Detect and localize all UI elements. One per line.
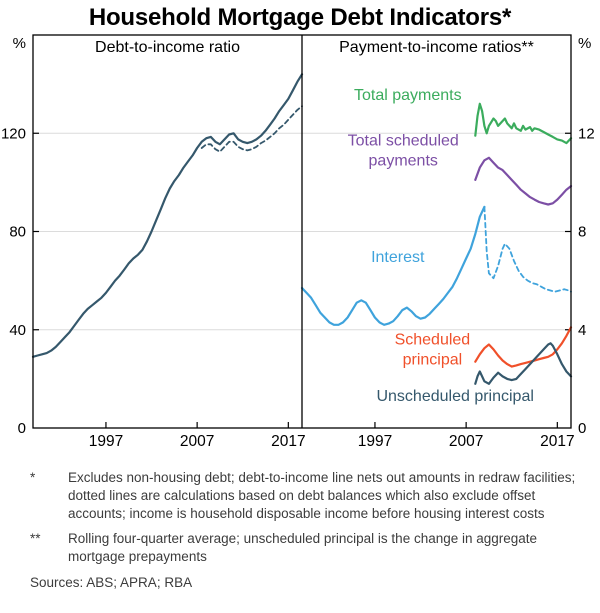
y-axis-tick-label: 0: [578, 420, 586, 437]
footnote-text: Excludes non-housing debt; debt-to-incom…: [68, 470, 576, 521]
y-axis-tick-label: 12: [578, 125, 595, 142]
y-axis-tick-label: 0: [18, 420, 26, 437]
x-axis-tick-label: 2007: [449, 433, 483, 450]
series-line-interest: [300, 205, 486, 326]
series-label-interest: Interest: [371, 249, 425, 266]
chart-title: Household Mortgage Debt Indicators*: [88, 4, 512, 31]
y-axis-unit-label: %: [578, 35, 591, 52]
chart-page: Household Mortgage Debt Indicators* 1997…: [0, 3, 600, 613]
x-axis-tick-label: 2007: [180, 433, 214, 450]
series-line-interest-excluding-offset-accounts: [483, 205, 572, 293]
footnote: ** Rolling four-quarter average; unsched…: [30, 530, 580, 566]
series-line-scheduled-principal: [474, 326, 573, 368]
footnote-marker: **: [30, 530, 41, 546]
series-label-unscheduled-principal: Unscheduled principal: [376, 388, 533, 405]
series-label-scheduled-principal: Scheduled principal: [395, 331, 471, 368]
x-axis-tick-label: 1997: [89, 433, 123, 450]
panel-title: Debt-to-income ratio: [95, 39, 240, 56]
y-axis-tick-label: 8: [578, 224, 586, 241]
x-axis-tick-label: 2017: [271, 433, 305, 450]
series-label-total-payments: Total payments: [354, 87, 462, 104]
y-axis-unit-label: %: [13, 35, 26, 52]
footnote-marker: *: [30, 470, 36, 485]
footnotes: * Excludes non-housing debt; debt-to-inc…: [0, 462, 600, 592]
x-axis-tick-label: 1997: [358, 433, 392, 450]
y-axis-tick-label: 80: [9, 224, 26, 241]
series-line-debt-to-income-ratio-excluding-offset-accounts: [200, 105, 303, 153]
series-line-total-scheduled-payments: [474, 156, 573, 206]
footnote-text: Rolling four-quarter average; unschedule…: [68, 530, 538, 564]
footnote: * Excludes non-housing debt; debt-to-inc…: [30, 469, 580, 523]
panel-title: Payment-to-income ratios**: [339, 39, 534, 56]
y-axis-tick-label: 4: [578, 322, 586, 339]
y-axis-tick-label: 120: [1, 125, 26, 142]
series-line-total-payments: [474, 102, 573, 145]
series-line-unscheduled-principal: [474, 342, 573, 385]
sources-line: Sources: ABS; APRA; RBA: [30, 574, 193, 590]
series-label-total-scheduled-payments: Total scheduled payments: [348, 133, 459, 170]
series-line-debt-to-income-ratio: [31, 73, 304, 358]
x-axis-tick-label: 2017: [540, 433, 574, 450]
y-axis-tick-label: 40: [9, 322, 26, 339]
